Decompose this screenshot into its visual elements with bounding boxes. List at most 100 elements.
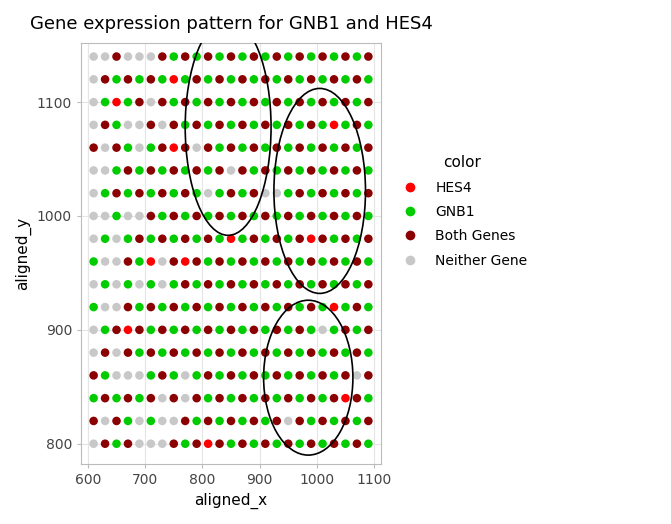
- Point: [225, 257, 236, 266]
- Point: [283, 166, 294, 174]
- Point: [271, 257, 282, 266]
- Point: [168, 325, 179, 334]
- Point: [352, 303, 362, 311]
- Point: [168, 257, 179, 266]
- Point: [271, 348, 282, 357]
- Point: [329, 235, 340, 243]
- Point: [363, 235, 374, 243]
- Point: [352, 212, 362, 220]
- Point: [248, 235, 259, 243]
- Point: [100, 121, 111, 129]
- Point: [157, 98, 168, 106]
- Point: [225, 121, 236, 129]
- Point: [283, 98, 294, 106]
- Point: [329, 440, 340, 448]
- Point: [260, 212, 270, 220]
- Point: [89, 440, 99, 448]
- Point: [89, 325, 99, 334]
- Point: [225, 144, 236, 152]
- Point: [295, 75, 305, 83]
- Point: [260, 121, 270, 129]
- Point: [329, 52, 340, 61]
- Point: [363, 280, 374, 289]
- Point: [157, 144, 168, 152]
- Point: [260, 257, 270, 266]
- Point: [271, 303, 282, 311]
- Point: [225, 325, 236, 334]
- Point: [180, 144, 191, 152]
- Point: [248, 257, 259, 266]
- Point: [260, 303, 270, 311]
- Point: [214, 394, 225, 402]
- Point: [146, 280, 156, 289]
- Point: [146, 121, 156, 129]
- Point: [134, 257, 145, 266]
- Point: [352, 166, 362, 174]
- Point: [306, 394, 317, 402]
- Point: [237, 121, 248, 129]
- Point: [123, 325, 134, 334]
- Point: [89, 75, 99, 83]
- Point: [248, 75, 259, 83]
- Point: [295, 212, 305, 220]
- Point: [295, 348, 305, 357]
- Point: [248, 212, 259, 220]
- Point: [214, 417, 225, 425]
- Point: [317, 166, 328, 174]
- Point: [157, 166, 168, 174]
- Point: [146, 144, 156, 152]
- Point: [214, 52, 225, 61]
- Point: [260, 417, 270, 425]
- Point: [340, 325, 351, 334]
- Point: [180, 348, 191, 357]
- Point: [363, 257, 374, 266]
- Point: [203, 440, 213, 448]
- Point: [203, 303, 213, 311]
- Point: [89, 280, 99, 289]
- Point: [214, 348, 225, 357]
- Point: [89, 394, 99, 402]
- Point: [329, 189, 340, 198]
- Point: [111, 189, 122, 198]
- Point: [260, 394, 270, 402]
- Point: [100, 75, 111, 83]
- Point: [260, 348, 270, 357]
- Point: [317, 303, 328, 311]
- Point: [363, 75, 374, 83]
- Point: [271, 325, 282, 334]
- Point: [191, 144, 202, 152]
- Point: [352, 417, 362, 425]
- Point: [168, 440, 179, 448]
- Point: [214, 166, 225, 174]
- Point: [340, 235, 351, 243]
- Point: [191, 348, 202, 357]
- Point: [248, 52, 259, 61]
- Point: [306, 417, 317, 425]
- Point: [111, 235, 122, 243]
- Point: [146, 394, 156, 402]
- Point: [157, 325, 168, 334]
- Point: [363, 212, 374, 220]
- Point: [329, 98, 340, 106]
- Point: [214, 280, 225, 289]
- Point: [237, 166, 248, 174]
- Point: [168, 189, 179, 198]
- Point: [329, 212, 340, 220]
- Point: [191, 257, 202, 266]
- Point: [340, 280, 351, 289]
- Point: [134, 144, 145, 152]
- Point: [283, 325, 294, 334]
- Point: [329, 144, 340, 152]
- Point: [260, 166, 270, 174]
- Point: [214, 189, 225, 198]
- Point: [168, 394, 179, 402]
- Point: [180, 280, 191, 289]
- Point: [317, 75, 328, 83]
- Point: [225, 371, 236, 379]
- Point: [225, 280, 236, 289]
- Point: [111, 280, 122, 289]
- Point: [317, 189, 328, 198]
- Point: [134, 280, 145, 289]
- Point: [123, 348, 134, 357]
- Point: [295, 189, 305, 198]
